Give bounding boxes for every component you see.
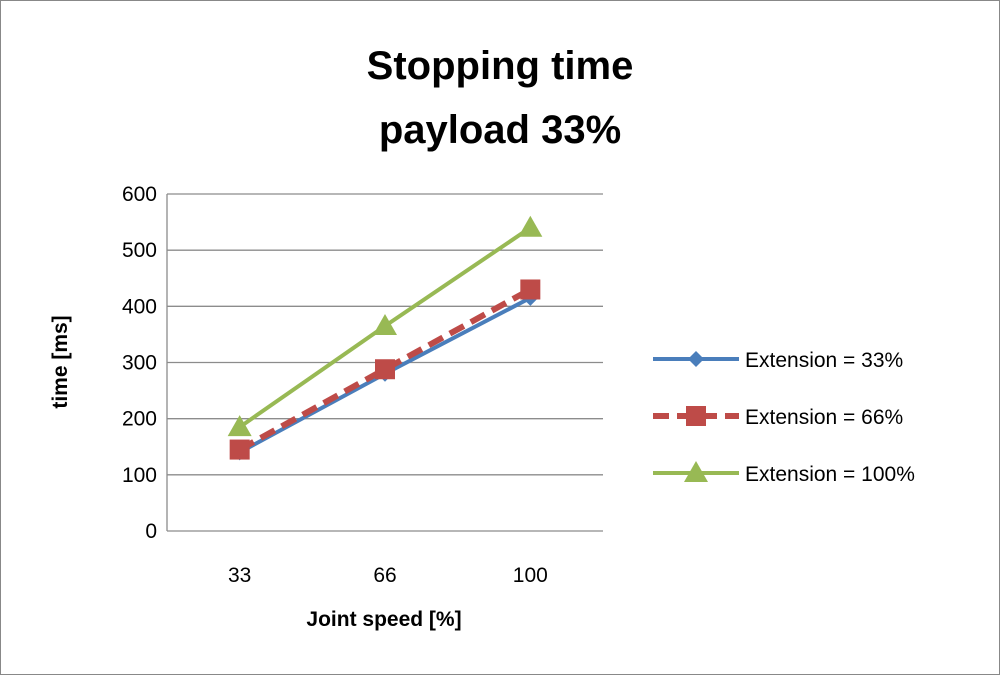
- square-marker: [375, 359, 395, 380]
- triangle-marker: [227, 415, 252, 437]
- square-marker: [520, 279, 541, 300]
- x-tick-label: 66: [373, 564, 396, 587]
- x-axis-label: Joint speed [%]: [306, 608, 461, 631]
- x-tick-label: 100: [513, 564, 548, 587]
- y-tick-label: 400: [122, 295, 157, 318]
- triangle-marker: [684, 461, 708, 482]
- triangle-marker: [373, 313, 397, 335]
- x-tick-label: 33: [228, 564, 251, 587]
- chart-title: Stopping time: [367, 44, 634, 88]
- y-tick-label: 100: [122, 464, 157, 487]
- triangle-marker: [518, 215, 543, 237]
- y-tick-label: 0: [145, 520, 157, 543]
- legend-label: Extension = 66%: [745, 406, 903, 429]
- y-tick-label: 200: [122, 408, 157, 431]
- legend-label: Extension = 100%: [745, 463, 915, 486]
- series-line: [238, 286, 532, 453]
- y-tick-label: 500: [122, 239, 157, 262]
- y-axis-label: time [ms]: [49, 315, 72, 408]
- chart-subtitle: payload 33%: [379, 108, 621, 152]
- diamond-marker: [688, 351, 704, 367]
- y-tick-label: 600: [122, 183, 157, 206]
- square-marker: [686, 406, 706, 426]
- y-tick-label: 300: [122, 352, 157, 375]
- square-marker: [229, 439, 250, 460]
- legend-label: Extension = 33%: [745, 349, 903, 372]
